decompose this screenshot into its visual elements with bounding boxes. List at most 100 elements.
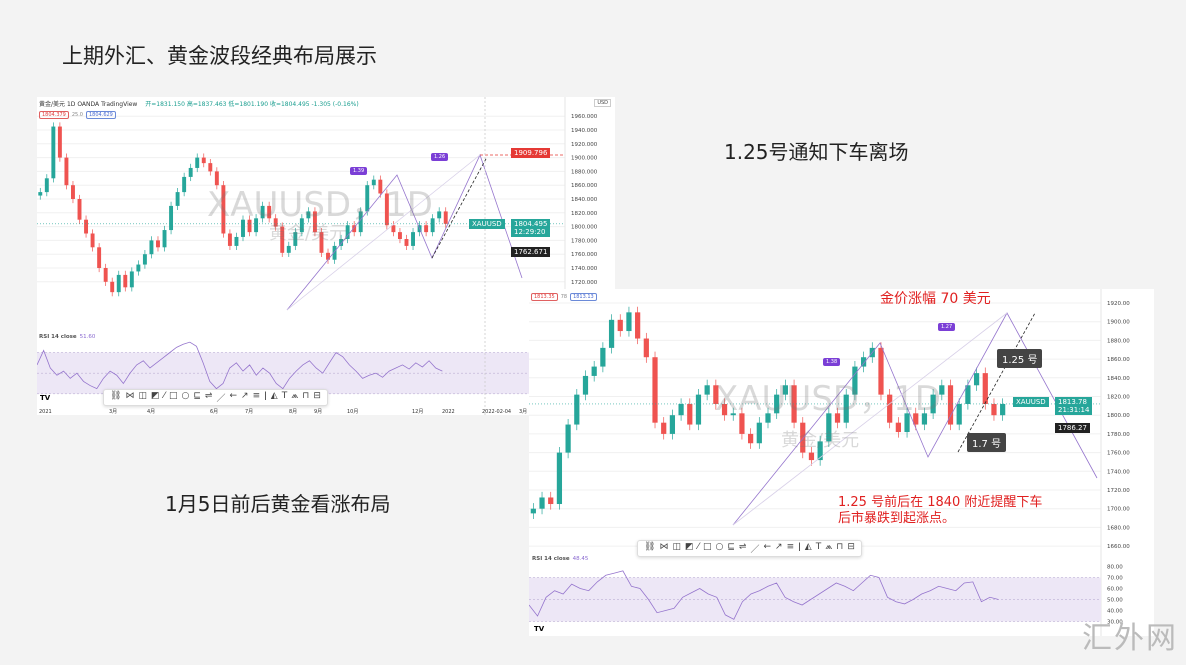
support-price-tag: 1786.27 (1055, 423, 1090, 433)
drawing-tool-button[interactable]: ○ (715, 542, 724, 552)
candle (930, 394, 936, 414)
drawing-tool-button[interactable]: ⁄ (697, 542, 699, 552)
drawing-tool-button[interactable]: ◩ (684, 542, 694, 552)
rsi-label: RSI 14 close (532, 556, 570, 562)
candle (678, 403, 684, 416)
drawing-tool-button[interactable]: ⊑ (193, 391, 201, 401)
x-tick-label: 2022-02-04 (482, 409, 511, 415)
spread: 78 (560, 294, 568, 300)
drawing-tool-button[interactable]: ⊑ (727, 542, 735, 552)
candle (956, 403, 962, 425)
rsi-tick-label: 40.00 (1107, 609, 1123, 615)
candle (424, 225, 429, 233)
drawing-tool-button[interactable]: ◩ (150, 391, 160, 401)
currency-select[interactable]: USD (594, 99, 611, 107)
drawing-tool-button[interactable]: ≡ (252, 391, 261, 401)
candle (878, 347, 884, 395)
drawing-tool-button[interactable]: ⋈ (659, 542, 669, 552)
drawing-tool-button[interactable]: ⇌ (204, 391, 213, 401)
drawing-tool-button[interactable]: ◭ (270, 391, 278, 401)
candle (808, 452, 815, 461)
current-time: 12:29:20 (514, 228, 546, 236)
wave-pattern-line (732, 312, 1098, 526)
candle (782, 385, 788, 395)
candle (565, 424, 571, 453)
candle (156, 240, 160, 248)
candle (280, 226, 285, 253)
candle (965, 385, 971, 404)
x-tick-label: 10月 (347, 409, 358, 415)
candle (319, 232, 324, 253)
chart-2-plot: 1920.00 1900.00 1880.00 1860.00 1840.00 1820.… (529, 289, 1130, 636)
drawing-tool-button[interactable]: □ (168, 391, 178, 401)
candle (123, 274, 128, 288)
drawing-tool-button[interactable]: ↗ (775, 542, 783, 552)
y-tick-label: 1880.00 (1107, 338, 1130, 344)
drawing-tool-button[interactable]: ⩕ (291, 391, 299, 401)
candle (556, 452, 563, 505)
y-tick-label: 1920.00 (1107, 301, 1130, 307)
drawing-tool-button[interactable]: T (281, 391, 288, 401)
buy-price[interactable]: 1813.13 (570, 293, 597, 301)
candle (306, 211, 311, 219)
drawing-tool-button[interactable]: ⁄ (163, 391, 165, 401)
candle (600, 347, 606, 367)
drawing-tool-button[interactable]: ← (763, 542, 772, 552)
candle (142, 254, 147, 265)
drawing-tool-button[interactable]: ⩕ (825, 542, 833, 552)
candle (332, 245, 337, 260)
y-tick-label: 1800.00 (1107, 413, 1130, 419)
drawing-tool-button[interactable]: ǀ (264, 391, 267, 401)
drawing-tool-button[interactable]: ○ (181, 391, 190, 401)
drawing-tool-button[interactable]: ⊓ (836, 542, 844, 552)
wave-label: 1.26 (431, 153, 449, 161)
drawing-tool-button[interactable]: ↗ (241, 391, 249, 401)
candle (57, 126, 62, 158)
drawing-tool-button[interactable]: ⊓ (302, 391, 310, 401)
comment-line-2: 后市暴跌到起涨点。 (838, 511, 956, 526)
candle (591, 366, 597, 376)
candle (241, 219, 245, 237)
drawing-tool-button[interactable]: ⛓ (644, 542, 656, 552)
rsi-tick-label: 50.00 (1107, 598, 1123, 604)
drawing-tool-button[interactable]: ⊟ (313, 391, 321, 401)
wave-label: 1.27 (938, 323, 956, 331)
candle (201, 157, 206, 164)
drawing-tool-button[interactable]: ◭ (804, 542, 812, 552)
candle (443, 211, 448, 224)
candle (110, 281, 115, 293)
watermark-sub: 黄金/美元 (781, 430, 860, 451)
drawing-tool-button[interactable]: ／ (216, 394, 226, 404)
candle (695, 394, 702, 425)
symbol: 黄金/美元 (39, 101, 66, 108)
drawing-tool-button[interactable]: ⊟ (847, 542, 855, 552)
drawing-tool-button[interactable]: T (815, 542, 822, 552)
drawing-tool-button[interactable]: ／ (750, 545, 760, 555)
candle (260, 205, 265, 219)
dashed-projection-line (957, 312, 1036, 453)
candle (887, 394, 893, 423)
sell-price[interactable]: 1804.379 (39, 111, 69, 119)
drawing-tool-button[interactable]: ⇌ (738, 542, 747, 552)
drawing-tool-button[interactable]: □ (702, 542, 712, 552)
drawing-tool-button[interactable]: ◫ (672, 542, 681, 552)
candle (1000, 403, 1006, 416)
candle (103, 268, 108, 282)
candle (214, 171, 219, 186)
y-tick-label: 1740.00 (1107, 469, 1130, 475)
drawing-tool-button[interactable]: ǀ (798, 542, 801, 552)
candle (904, 413, 910, 433)
drawing-tool-button[interactable]: ◫ (138, 391, 147, 401)
drawing-tool-button[interactable]: ⋈ (125, 391, 135, 401)
candle (652, 357, 658, 423)
drawing-tool-button[interactable]: ≡ (786, 542, 795, 552)
sell-price[interactable]: 1813.35 (531, 293, 558, 301)
broker: OANDA (77, 101, 100, 108)
buy-price[interactable]: 1804.629 (86, 111, 116, 119)
y-tick-label: 1860.00 (1107, 357, 1130, 363)
candle (397, 232, 402, 240)
drawing-tool-button[interactable]: ← (229, 391, 238, 401)
interval[interactable]: 1D (66, 101, 76, 108)
drawing-tool-button[interactable]: ⛓ (110, 391, 122, 401)
candle (312, 211, 317, 233)
